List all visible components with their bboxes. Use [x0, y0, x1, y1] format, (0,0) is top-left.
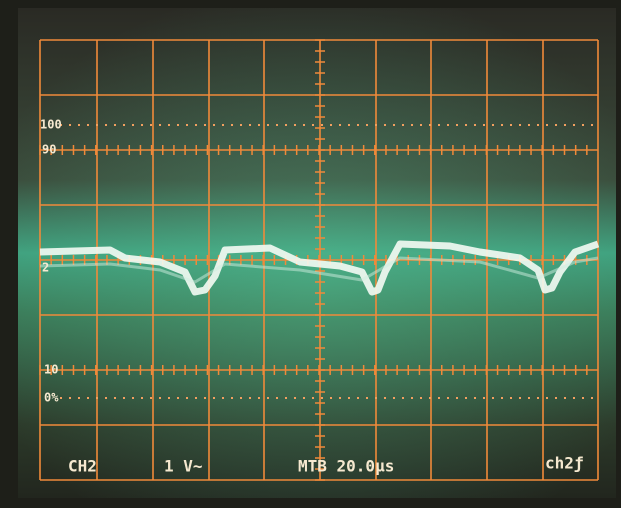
waveform-ghost: [39, 256, 599, 284]
volts-readout: 1 V~: [164, 457, 203, 476]
trace-label: 2: [42, 261, 49, 275]
scale-label: 100: [40, 118, 62, 132]
trigger-readout: ch2ƒ: [545, 454, 584, 473]
waveform: [39, 240, 600, 296]
channel-readout: CH2: [68, 457, 97, 476]
scale-label: 90: [42, 143, 56, 157]
minor-ticks: [39, 39, 588, 481]
scale-label: 10: [44, 363, 58, 377]
timebase-readout: MTB 20.0µs: [298, 457, 394, 476]
scale-label: 0%: [44, 391, 59, 405]
